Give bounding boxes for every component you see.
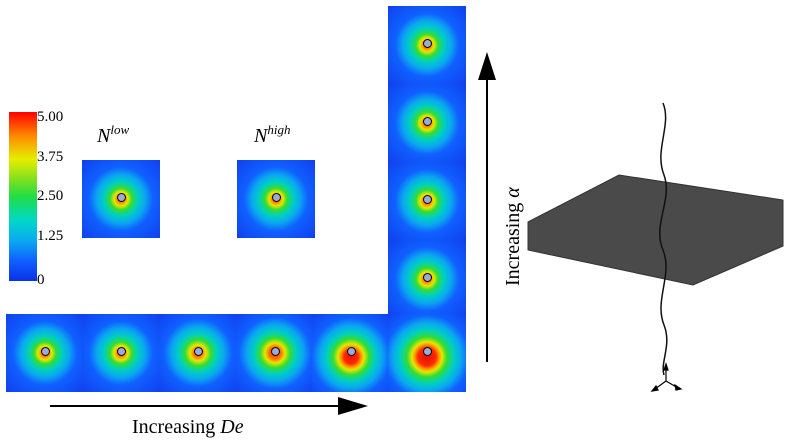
colorbar-tick-250: 2.50 — [37, 188, 64, 204]
de-axis-label: Increasing De — [132, 416, 244, 438]
field-tile-de-4 — [236, 314, 314, 392]
particle-marker — [272, 193, 281, 202]
filament — [658, 102, 668, 376]
n-low-label: Nlow — [97, 122, 130, 147]
particle-marker — [347, 347, 356, 356]
field-tile-alpha-3 — [388, 84, 466, 162]
n-high-label: Nhigh — [254, 122, 291, 147]
field-tile-de-5 — [312, 314, 390, 392]
field-tile-n-high — [237, 160, 315, 238]
field-tile-alpha-4 — [388, 6, 466, 84]
field-tile-de-2 — [82, 314, 160, 392]
particle-marker — [423, 195, 432, 204]
particle-marker — [41, 347, 50, 356]
particle-marker — [271, 347, 280, 356]
particle-marker — [117, 347, 126, 356]
field-tile-de-6 — [388, 314, 466, 392]
axis-triad-icon — [650, 362, 683, 392]
colorbar — [9, 112, 37, 281]
particle-marker — [117, 193, 126, 202]
slab — [527, 174, 784, 286]
colorbar-tick-zero: 0 — [37, 272, 45, 288]
particle-marker — [423, 347, 432, 356]
colorbar-tick-125: 1.25 — [37, 228, 64, 244]
field-tile-alpha-2 — [388, 162, 466, 240]
field-tile-de-3 — [159, 314, 237, 392]
alpha-axis-label: Increasing α — [502, 187, 524, 286]
alpha-arrow-head — [478, 52, 496, 80]
field-tile-de-1 — [6, 314, 84, 392]
colorbar-tick-375: 3.75 — [37, 149, 64, 165]
particle-marker — [423, 117, 432, 126]
field-tile-n-low — [82, 160, 160, 238]
particle-marker — [423, 273, 432, 282]
particle-marker — [194, 347, 203, 356]
de-arrow-head — [338, 397, 368, 415]
field-tile-alpha-1 — [388, 240, 466, 318]
particle-marker — [423, 39, 432, 48]
colorbar-tick-max: 5.00 — [37, 109, 64, 125]
